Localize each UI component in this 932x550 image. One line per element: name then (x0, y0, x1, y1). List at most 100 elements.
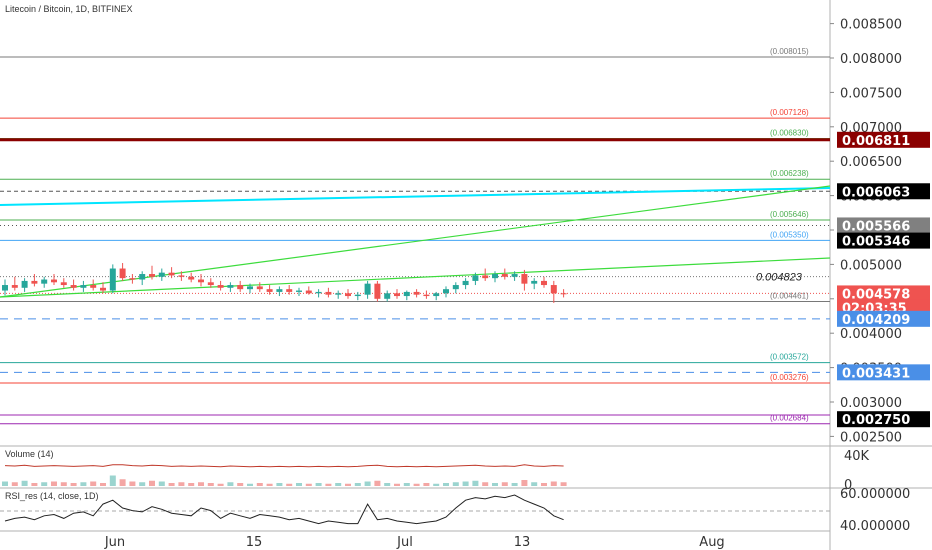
volume-bar (472, 480, 479, 486)
price-tick-label: 0.007500 (840, 86, 902, 101)
fib-level-label: (0.002684) (770, 414, 809, 423)
price-badge-label: 0.005346 (842, 235, 910, 250)
fib-level-label: (0.003276) (770, 373, 809, 382)
volume-bar (521, 480, 528, 486)
price-badge-label: 0.002750 (842, 413, 910, 428)
volume-bar (178, 482, 185, 486)
candle-body (227, 285, 234, 288)
volume-bar (109, 475, 116, 486)
fib-level-label: (0.006830) (770, 128, 809, 137)
candle-body (207, 282, 214, 286)
candle-body (305, 290, 312, 294)
price-grid (0, 190, 830, 512)
volume-bar (168, 483, 175, 486)
price-badge-label: 0.003431 (842, 366, 910, 381)
price-badge (837, 411, 930, 428)
candle-body (70, 285, 77, 288)
volume-bar (21, 480, 28, 486)
volume-ma-line (4, 464, 564, 468)
volume-bar (139, 482, 146, 486)
volume-bar (492, 483, 498, 486)
candle-body (511, 274, 518, 277)
candle-body (139, 274, 146, 280)
volume-bar (286, 483, 293, 486)
time-axis-label: Aug (699, 535, 724, 550)
candle-body (472, 275, 479, 281)
price-tick-label: 0.006500 (840, 155, 902, 170)
time-axis: Jun 15 Jul 13 Aug (104, 535, 725, 550)
volume-bar (149, 480, 155, 486)
candle-body (325, 291, 332, 295)
volume-bar (374, 480, 381, 486)
candle-body (394, 293, 400, 297)
candle-body (452, 285, 459, 290)
candle-body (129, 278, 136, 280)
candle-body (158, 272, 165, 277)
rsi-line (4, 494, 564, 525)
candle-body (413, 291, 420, 295)
volume-bar (335, 483, 342, 486)
price-tick-label: 0.004000 (840, 327, 902, 342)
candle-body (80, 285, 87, 288)
candle-body (296, 290, 302, 292)
time-axis-label: 13 (514, 535, 531, 550)
volume-bar (60, 482, 67, 486)
volume-bar (501, 482, 508, 486)
price-badge-label: 0.004578 (842, 287, 910, 302)
fib-level-label: (0.003572) (770, 353, 809, 362)
price-axis: 0.0085000.0080000.0075000.0070000.006500… (830, 18, 910, 534)
candle-body (335, 293, 342, 295)
volume-series (2, 464, 567, 486)
candle-body (501, 274, 508, 277)
volume-bar (2, 481, 8, 486)
fib-level-label: (0.005350) (770, 230, 809, 239)
volume-bar (462, 481, 469, 486)
volume-bar (345, 483, 351, 486)
trend-line-green-shallow (0, 257, 831, 298)
volume-bar (354, 483, 361, 486)
candle-body (198, 279, 204, 283)
candle-body (423, 294, 430, 297)
volume-bar (227, 482, 234, 486)
candle-body (354, 294, 361, 297)
volume-bar (394, 483, 400, 486)
candle-body (276, 289, 283, 292)
candle-body (217, 285, 224, 288)
price-tick-label: 0.003000 (840, 396, 902, 411)
volume-bar (413, 483, 420, 486)
price-badge-label: 0.006811 (842, 134, 910, 149)
candle-body (315, 291, 322, 294)
price-badge (837, 183, 930, 200)
price-tick-label: 0.008500 (840, 18, 902, 33)
volume-bar (90, 481, 97, 486)
volume-bar (80, 482, 87, 486)
time-axis-label: Jul (396, 535, 413, 550)
price-badge-label: 0.005566 (842, 219, 910, 234)
price-badge (837, 232, 930, 249)
volume-bar (247, 483, 253, 486)
rsi-series (4, 494, 564, 525)
volume-bar (560, 482, 567, 486)
candlestick-series (2, 263, 567, 303)
price-badge (837, 131, 930, 148)
rsi-panel-title: RSI_res (14, close, 1D) (5, 491, 99, 501)
candle-body (482, 275, 489, 279)
volume-bar (452, 482, 459, 486)
candle-body (541, 280, 547, 286)
volume-bar (315, 483, 322, 486)
candle-body (21, 280, 28, 288)
price-tick-label: 0.002500 (840, 430, 902, 445)
candle-body (531, 280, 538, 284)
volume-bar (237, 483, 244, 486)
fib-level-label: (0.006238) (770, 169, 809, 178)
volume-bar (364, 481, 371, 486)
volume-bar (119, 479, 126, 486)
volume-bar (11, 482, 18, 486)
volume-bar (482, 482, 489, 486)
price-badge (837, 364, 930, 381)
volume-bar (217, 483, 224, 486)
candle-body (90, 285, 97, 288)
volume-bar (384, 483, 391, 486)
